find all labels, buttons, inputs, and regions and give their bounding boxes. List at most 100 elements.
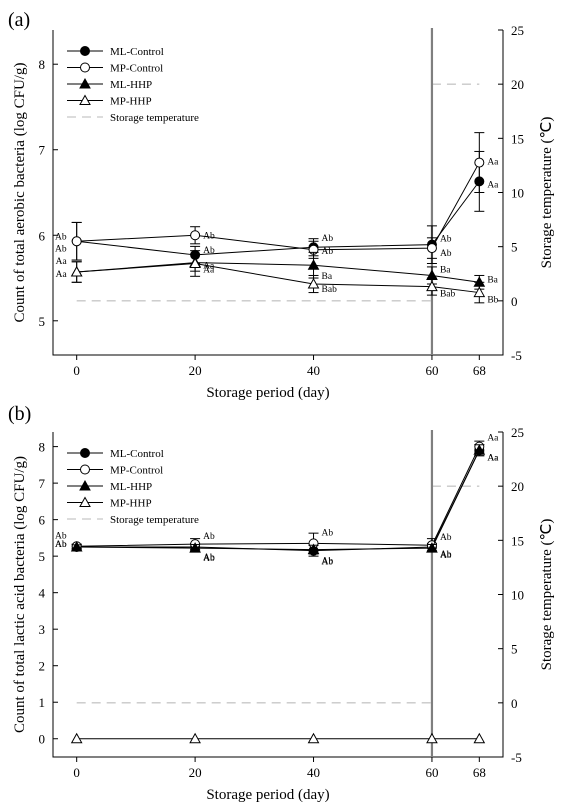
point-label: Bb [487, 296, 498, 306]
legend-label: MP-Control [110, 465, 163, 477]
point-label: Ba [322, 272, 333, 282]
data-point [426, 243, 437, 254]
y2-tick-label: 25 [511, 425, 524, 440]
data-point [426, 732, 438, 744]
chart-panel-a: (a) 0 20 40 60 68 5 6 7 8 -5 0 5 10 15 20 25 Storage peri… [8, 9, 555, 401]
x-tick-label: 0 [73, 363, 80, 378]
point-label: Ab [322, 234, 334, 244]
x-axis-title: Storage period (day) [206, 385, 329, 401]
x-tick-label: 60 [425, 765, 438, 780]
legend-marker [80, 448, 90, 458]
point-label: Ab [203, 554, 215, 564]
point-label: Ab [440, 235, 452, 245]
y2-tick-label: -5 [511, 750, 522, 765]
x-tick-label: 68 [473, 765, 486, 780]
point-label: Aa [487, 453, 499, 463]
legend-label: ML-Control [110, 46, 164, 58]
legend-label: Storage temperature [110, 514, 199, 526]
y2-axis-title: Storage temperature (℃) [539, 519, 555, 671]
point-label: Ab [203, 532, 215, 542]
data-point [307, 277, 320, 289]
y-tick-label: 8 [39, 57, 46, 72]
point-label: Aa [487, 158, 499, 168]
legend: ML-Control MP-Control ML-HHP MP-HHP Storage … [67, 46, 199, 124]
series-line [76, 446, 480, 547]
point-label: Ab [440, 550, 452, 560]
data-point [474, 157, 485, 168]
x-tick-label: 0 [73, 765, 80, 780]
x-tick-label: 60 [425, 363, 438, 378]
y2-tick-label: 20 [511, 479, 524, 494]
panel-label: (a) [8, 9, 30, 31]
x-tick-label: 20 [189, 765, 202, 780]
legend-label: MP-HHP [110, 498, 152, 510]
legend-marker [79, 496, 91, 507]
series-mp-hhp [70, 732, 486, 744]
legend-label: ML-Control [110, 448, 164, 460]
legend-marker [80, 46, 90, 56]
y2-tick-label: 0 [511, 696, 518, 711]
data-point [307, 732, 320, 744]
point-label: Aa [203, 261, 215, 271]
legend-label: Storage temperature [110, 112, 199, 124]
point-label: Ab [440, 551, 452, 561]
data-point [189, 732, 201, 744]
point-label: Aa [203, 266, 215, 276]
legend-label: MP-Control [110, 63, 163, 75]
point-label: Ab [55, 531, 67, 541]
y2-tick-label: -5 [511, 348, 522, 363]
y-tick-label: 1 [39, 695, 46, 710]
series-line [76, 262, 480, 283]
y2-tick-label: 10 [511, 186, 524, 201]
panel-label: (b) [8, 403, 31, 425]
point-label: Aa [56, 257, 68, 267]
data-point [189, 542, 201, 553]
x-tick-label: 20 [189, 363, 202, 378]
point-label: Ab [55, 540, 67, 550]
data-point [70, 266, 83, 277]
point-label: Ab [322, 557, 334, 567]
x-tick-label: 40 [307, 363, 320, 378]
y-axis-title: Count of total lactic acid bacteria (log… [12, 456, 28, 733]
point-label: Ab [203, 553, 215, 563]
legend-label: ML-HHP [110, 481, 152, 493]
data-point [426, 280, 438, 292]
legend-marker [79, 479, 91, 491]
point-label: Ba [440, 265, 451, 275]
data-point [71, 236, 82, 247]
y-tick-label: 7 [39, 476, 46, 491]
point-label: Ab [440, 533, 452, 543]
y-tick-label: 4 [39, 586, 46, 601]
y-tick-label: 7 [39, 143, 46, 158]
y2-axis-title: Storage temperature (℃) [539, 117, 555, 269]
y-tick-label: 0 [39, 732, 46, 747]
legend-marker [80, 464, 90, 475]
legend-label: MP-HHP [110, 96, 152, 108]
y-tick-label: 5 [39, 549, 46, 564]
data-point [189, 257, 201, 268]
point-label: Ab [55, 244, 67, 254]
y2-tick-label: 25 [511, 23, 524, 38]
y-tick-label: 2 [39, 659, 46, 674]
legend-marker [79, 77, 91, 89]
data-point [473, 732, 486, 744]
y2-tick-label: 5 [511, 240, 518, 255]
y-axis-title: Count of total aerobic bacteria (log CFU… [12, 63, 28, 323]
point-label: Ab [55, 540, 67, 550]
data-point [190, 230, 201, 241]
y-tick-label: 6 [39, 228, 46, 243]
y2-tick-label: 0 [511, 294, 518, 309]
series-line [76, 162, 480, 251]
data-point [473, 444, 486, 455]
point-label: Bab [440, 290, 456, 300]
point-label: Ab [203, 231, 215, 241]
x-tick-label: 68 [473, 363, 486, 378]
point-label: Aa [487, 434, 499, 444]
y2-tick-label: 15 [511, 131, 524, 146]
y2-tick-label: 15 [511, 533, 524, 548]
point-label: Ab [55, 232, 67, 242]
y2-tick-label: 10 [511, 588, 524, 603]
